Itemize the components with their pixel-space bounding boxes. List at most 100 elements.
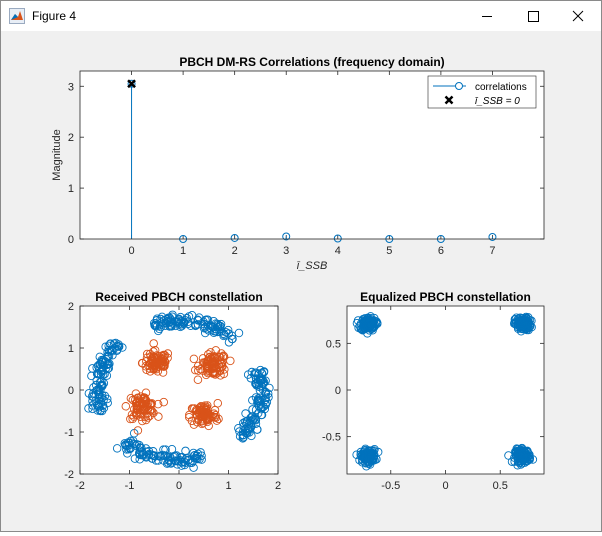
received-point [149,318,159,328]
received-point [153,353,162,363]
equalized-point [522,314,531,323]
equalized-point [364,446,374,456]
received-point [92,386,101,395]
x-tick-label: 0 [128,245,134,257]
received-point [149,408,158,418]
received-point [194,366,203,375]
received-point [166,315,176,324]
equalized-point [360,314,370,323]
received-point [167,445,177,454]
received-point [208,367,217,377]
received-point [234,328,244,338]
received-point [216,319,226,329]
close-icon [572,10,584,22]
stem-marker [230,233,239,242]
received-point [94,389,104,398]
received-point [147,406,157,416]
received-point [251,405,261,415]
received-point [174,317,184,326]
received-point [144,446,154,456]
equalized-point [527,322,536,332]
received-point [198,354,208,363]
scatter-points [84,310,274,472]
figure-plots: 0 1 2 3 4 5 6 7 0 1 2 3 PBCH DM-RS Correlations (fre… [51,55,545,492]
plot-area [347,306,544,474]
received-point [145,367,155,376]
scatter-points [352,312,538,471]
received-point [185,458,195,468]
received-point [121,402,131,411]
received-point [250,413,259,423]
y-tick-label: -1 [64,427,74,439]
y-tick-label: 3 [68,81,74,93]
equalized-point [519,455,529,464]
received-point [209,328,219,337]
equalized-point [518,451,528,461]
received-point [208,357,218,367]
received-point [151,456,161,465]
x-tick-label: 3 [283,245,289,257]
minimize-icon [482,16,492,17]
received-point [97,377,106,386]
minimize-button[interactable] [464,1,510,31]
received-point [148,447,158,456]
x-tick-label: -1 [125,480,135,492]
x-tick-label: 6 [438,245,444,257]
received-point [163,353,172,363]
x-tick-label: 1 [180,245,186,257]
received-point [159,397,169,407]
equalized-point [361,445,370,455]
received-point [156,451,165,461]
y-tick-label: 0 [68,385,74,397]
received-point [261,376,270,385]
received-point [201,315,210,325]
received-point [172,451,181,460]
x-tick-label: 0 [442,480,448,492]
received-point [191,320,200,330]
received-point [98,381,107,390]
received-point [162,459,172,468]
received-point [243,424,252,434]
equalized-point [516,320,526,329]
x-tick-label: 7 [489,245,495,257]
x-tick-label: 4 [335,245,341,257]
received-point [246,419,255,429]
received-point [203,315,213,325]
y-tick-label: -0.5 [322,432,341,444]
maximize-button[interactable] [510,1,556,31]
x-tick-label: 1 [225,480,231,492]
received-point [93,401,103,411]
axes-frame [79,305,279,475]
received-point [197,451,206,461]
received-point [138,399,147,408]
received-point [95,360,105,370]
received-point [95,402,104,412]
stem-marker [488,232,497,241]
y-tick-label: 2 [68,301,74,313]
y-tick-label: 0.5 [326,338,341,350]
received-point [219,331,228,341]
received-point [179,457,189,467]
received-point [248,405,257,414]
received-point [242,419,251,429]
received-point [202,363,212,373]
received-point [253,425,262,434]
plot-area [80,306,278,474]
received-point [198,409,207,418]
received-point [149,347,158,356]
peak-x-marker [127,79,136,89]
y-tick-label: -2 [64,469,74,481]
received-point [160,451,169,461]
received-point [152,322,162,331]
close-button[interactable] [555,1,601,31]
equalized-point [520,319,529,329]
received-point [181,446,190,456]
title-bar[interactable]: Figure 4 [1,1,601,31]
received-point [157,360,166,370]
received-point [135,449,144,459]
x-tick-label: 5 [386,245,392,257]
received-point [260,395,270,405]
received-point [187,310,197,320]
received-point [251,374,261,383]
